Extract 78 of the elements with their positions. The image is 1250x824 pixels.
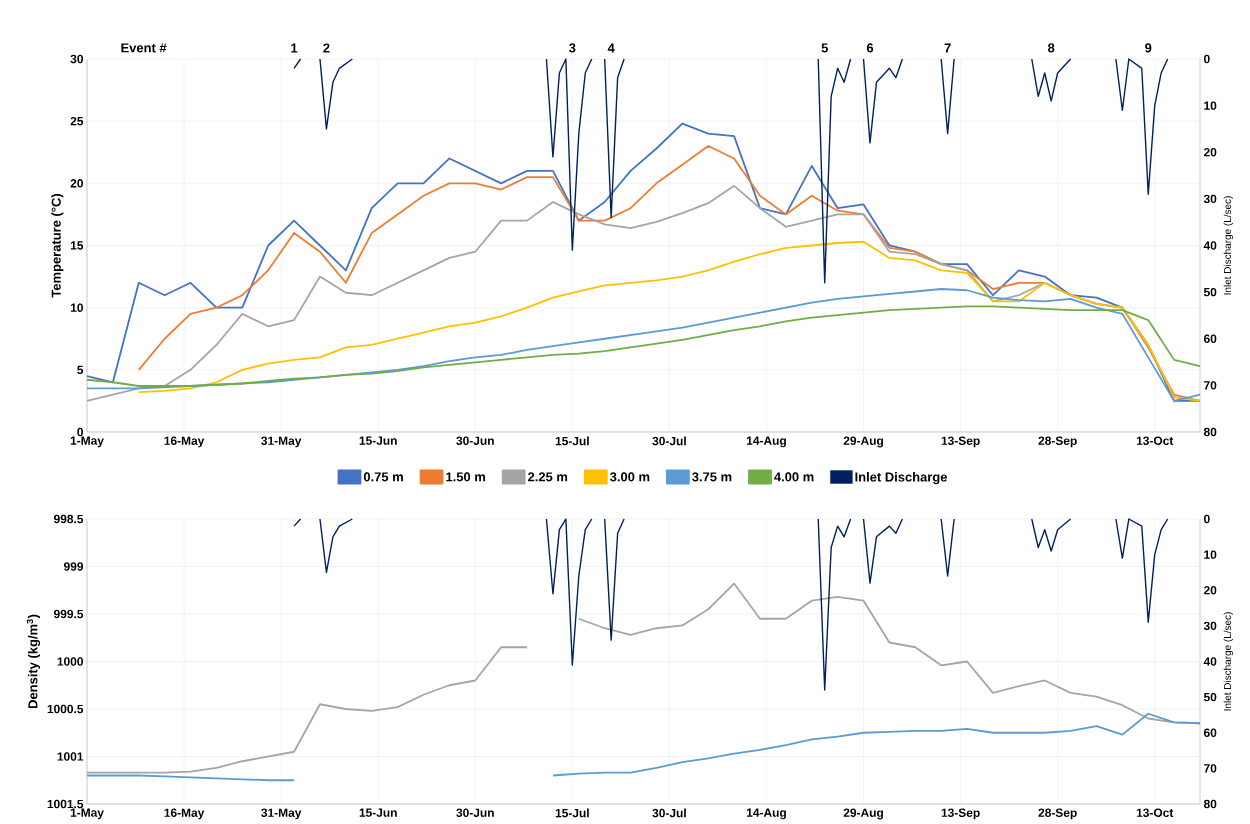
y2-tick-label: 0 bbox=[1204, 514, 1210, 524]
y2-tick-label: 80 bbox=[1203, 427, 1217, 437]
x-tick-label: 13-Sep bbox=[941, 436, 980, 448]
y2-tick-label: 50 bbox=[1203, 287, 1217, 297]
y2-tick-label: 20 bbox=[1203, 586, 1217, 595]
y2-tick-label: 60 bbox=[1203, 728, 1217, 737]
y2-tick-label: 30 bbox=[1203, 621, 1217, 631]
x-tick-label: 29-Aug bbox=[843, 808, 883, 820]
text: 3 bbox=[569, 43, 576, 53]
x-tick-label: 1-May bbox=[70, 436, 104, 448]
y2-tick-label: 40 bbox=[1203, 657, 1217, 666]
y2-tick-label: 40 bbox=[1203, 241, 1217, 250]
y-tick-label: 999.5 bbox=[53, 609, 84, 619]
text: 4 bbox=[607, 43, 615, 53]
x-tick-label: 14-Aug bbox=[746, 436, 786, 448]
x-tick-label: 30-Jun bbox=[456, 436, 494, 445]
x-tick-label: 30-Jul bbox=[652, 808, 686, 818]
text: 1 bbox=[291, 43, 298, 53]
y-tick-label: 1001.5 bbox=[47, 799, 84, 809]
text: 2 bbox=[323, 43, 330, 53]
x-tick-label: 15-Jul bbox=[555, 808, 589, 818]
y-tick-label: 20 bbox=[70, 179, 83, 188]
y-tick-label: 25 bbox=[70, 116, 84, 126]
y-axis-title: Density (kg/m$^{3}$) bbox=[26, 614, 41, 709]
y2-tick-label: 20 bbox=[1203, 148, 1217, 157]
text: 7 bbox=[944, 43, 951, 53]
y-tick-label: 5 bbox=[77, 365, 84, 374]
y2-tick-label: 80 bbox=[1203, 799, 1217, 809]
legend-label: 4.00 m bbox=[774, 472, 814, 482]
x-tick-label: 15-Jul bbox=[555, 436, 589, 446]
line-series bbox=[137, 240, 1201, 402]
text: 9 bbox=[1145, 43, 1152, 53]
x-tick-label: 31-May bbox=[261, 808, 302, 820]
y-tick-label: 1001 bbox=[57, 752, 84, 761]
x-tick-label: 15-Jun bbox=[359, 808, 397, 817]
legend-label: 0.75 m bbox=[363, 472, 403, 482]
text: 8 bbox=[1047, 43, 1055, 53]
legend-label: 3.00 m bbox=[609, 472, 650, 482]
y-tick-label: 1000.5 bbox=[47, 704, 84, 714]
text: 5 bbox=[821, 43, 828, 53]
x-tick-label: 16-May bbox=[164, 808, 205, 820]
y-tick-label: 15 bbox=[70, 241, 84, 250]
x-tick-label: 30-Jun bbox=[456, 808, 494, 817]
legend-label: 1.50 m bbox=[446, 472, 485, 482]
text: 6 bbox=[866, 43, 874, 53]
y-axis-title: Temperature (°C) bbox=[51, 194, 64, 298]
y-tick-label: 30 bbox=[70, 54, 83, 64]
x-tick-label: 30-Jul bbox=[652, 436, 686, 446]
x-tick-label: 14-Aug bbox=[746, 808, 786, 820]
text: Event # bbox=[121, 43, 167, 53]
legend-label: 3.75 m bbox=[692, 472, 732, 482]
y-tick-label: 999 bbox=[63, 562, 84, 571]
y-tick-label: 0 bbox=[77, 427, 83, 437]
y2-tick-label: 70 bbox=[1204, 381, 1217, 390]
x-tick-label: 29-Aug bbox=[843, 436, 883, 448]
x-tick-label: 13-Oct bbox=[1136, 436, 1174, 445]
y-tick-label: 1000 bbox=[57, 657, 83, 666]
y2-axis-title: Inlet Discharge (L/sec) bbox=[1223, 196, 1233, 295]
x-tick-label: 28-Sep bbox=[1038, 808, 1077, 820]
y-tick-label: 998.5 bbox=[53, 514, 84, 524]
x-tick-label: 16-May bbox=[164, 436, 205, 448]
x-tick-label: 28-Sep bbox=[1038, 436, 1077, 448]
x-tick-label: 13-Oct bbox=[1136, 808, 1174, 817]
y2-axis-title: Inlet Discharge (L/sec) bbox=[1223, 612, 1233, 711]
y2-tick-label: 0 bbox=[1204, 54, 1210, 64]
y2-tick-label: 50 bbox=[1203, 692, 1217, 702]
legend-label: Inlet Discharge bbox=[855, 472, 947, 485]
x-tick-label: 31-May bbox=[261, 436, 302, 448]
y2-tick-label: 30 bbox=[1203, 194, 1217, 204]
x-tick-label: 13-Sep bbox=[941, 808, 980, 820]
y2-tick-label: 70 bbox=[1204, 764, 1217, 773]
y2-tick-label: 10 bbox=[1204, 101, 1217, 110]
y-tick-label: 10 bbox=[70, 303, 83, 312]
x-tick-label: 1-May bbox=[70, 808, 104, 820]
x-tick-label: 15-Jun bbox=[359, 436, 397, 445]
y2-tick-label: 60 bbox=[1203, 334, 1217, 343]
legend-label: 2.25 m bbox=[528, 472, 568, 482]
y2-tick-label: 10 bbox=[1204, 550, 1217, 559]
